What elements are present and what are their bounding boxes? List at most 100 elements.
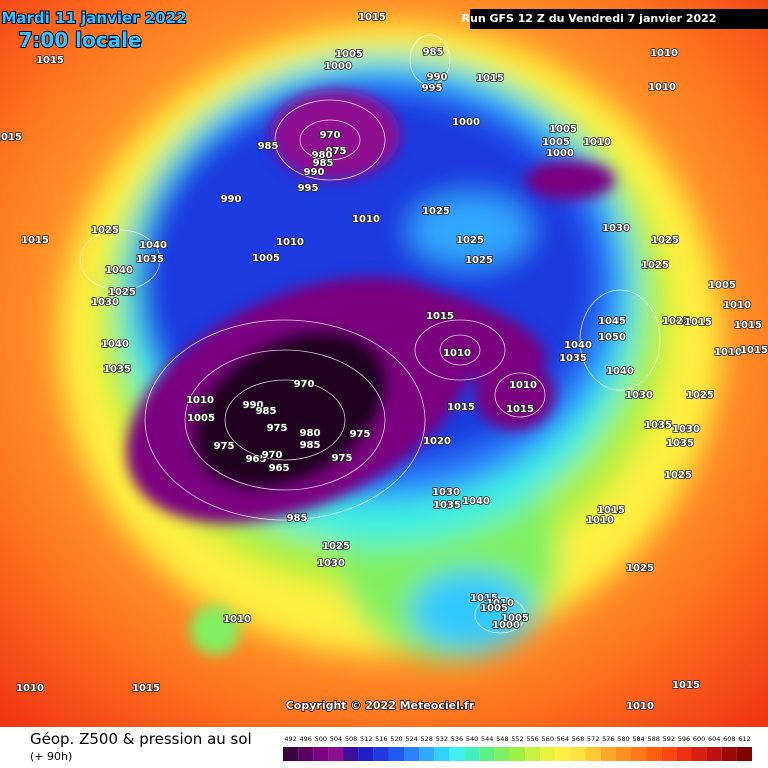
scale-label: 496	[299, 735, 311, 743]
scale-swatch	[630, 747, 647, 761]
scale-label: 520	[390, 735, 402, 743]
isobar-label: 1000	[452, 117, 480, 128]
isobar-label: 1015	[358, 12, 386, 23]
isobar-label: 1035	[103, 364, 131, 375]
isobar-label: 1025	[108, 287, 136, 298]
isobar-label: 1005	[501, 613, 529, 624]
scale-label: 500	[315, 735, 327, 743]
scale-label: 568	[572, 735, 584, 743]
scale-swatch	[706, 747, 722, 761]
isobar-label: 1010	[352, 214, 380, 225]
scale-swatch	[615, 747, 631, 761]
scale-swatch	[509, 747, 526, 761]
isobar-label: 1025	[465, 255, 493, 266]
isobar-label: 1010	[16, 683, 44, 694]
isobar-label: 995	[298, 183, 319, 194]
isobar-label: 1025	[686, 390, 714, 401]
isobar-label: 1010	[650, 48, 678, 59]
scale-swatch	[600, 747, 616, 761]
scale-swatch	[464, 747, 480, 761]
isobar-label: 975	[214, 441, 235, 452]
scale-swatch	[691, 747, 707, 761]
scale-label: 592	[663, 735, 675, 743]
scale-label: 600	[693, 735, 705, 743]
isobar-label: 970	[294, 379, 315, 390]
scale-swatch	[570, 747, 586, 761]
run-box	[470, 9, 768, 29]
isobar-label: 1040	[101, 339, 129, 350]
isobar-label: 1025	[651, 235, 679, 246]
scale-label: 612	[738, 735, 750, 743]
isobar-label: 1015	[470, 593, 498, 604]
scale-swatch	[404, 747, 420, 761]
isobar-label: 975	[326, 146, 347, 157]
isobar-label: 985	[423, 47, 444, 58]
scale-swatch	[358, 747, 374, 761]
isobar-label: 1045	[598, 316, 626, 327]
scale-swatch	[661, 747, 677, 761]
isobar-label: 1005	[252, 253, 280, 264]
scale-swatch	[676, 747, 692, 761]
scale-label: 596	[678, 735, 690, 743]
isobar-label: 1035	[136, 254, 164, 265]
field: 1015101510051000985990995101510101010101…	[0, 0, 768, 727]
scale-swatch	[494, 747, 510, 761]
isobar-label: 1050	[598, 332, 626, 343]
scale-swatch	[540, 747, 556, 761]
isobar-label: 1010	[714, 347, 742, 358]
scale-label: 536	[451, 735, 463, 743]
isobar-labels: 1015101510051000985990995101510101010101…	[0, 11, 768, 713]
isobar-label: 1040	[105, 265, 133, 276]
isobar-label: 1005	[708, 280, 736, 291]
isobar-label: 1015	[36, 55, 64, 66]
isobar-label: 980	[300, 428, 321, 439]
scale-label: 588	[647, 735, 659, 743]
scale-label: 492	[284, 735, 296, 743]
isobar-label: 1040	[139, 240, 167, 251]
color-scale: 492 496 500 504 508 512 516 520 524 528 532 536 540 5…	[283, 735, 752, 761]
isobar-label: 1025	[641, 260, 669, 271]
isobar-label: 990	[243, 400, 264, 411]
isobar-label: 1010	[276, 237, 304, 248]
scale-label: 548	[496, 735, 508, 743]
isobar-label: 985	[258, 141, 279, 152]
isobar-label: 1025	[322, 541, 350, 552]
isobar-label: 1015	[597, 505, 625, 516]
scale-swatch	[736, 747, 752, 761]
scale-swatch	[434, 747, 450, 761]
scale-label: 532	[436, 735, 448, 743]
isobar-label: 1020	[423, 436, 451, 447]
scale-label: 576	[602, 735, 614, 743]
isobar-label: 1040	[564, 340, 592, 351]
scale-label: 556	[526, 735, 538, 743]
scale-label: 524	[405, 735, 417, 743]
isobar-label: 1015	[506, 404, 534, 415]
scale-swatch	[525, 747, 541, 761]
isobar-label: 1010	[223, 614, 251, 625]
isobar-label: 1040	[462, 496, 490, 507]
scale-label: 544	[481, 735, 493, 743]
isobar-label: 1015	[0, 132, 22, 143]
isobar-label: 1010	[583, 137, 611, 148]
date: Mardi 11 janvier 2022	[1, 9, 186, 27]
scale-label: 528	[421, 735, 433, 743]
isobar-label: 1030	[91, 297, 119, 308]
isobar-label: 1015	[447, 402, 475, 413]
isobar-label: 1000	[324, 61, 352, 72]
isobar-label: 1010	[586, 515, 614, 526]
isobar-label: 1030	[602, 223, 630, 234]
scale-label: 604	[708, 735, 720, 743]
isobar-label: 1005	[549, 124, 577, 135]
scale-swatch	[721, 747, 737, 761]
scale-label: 512	[360, 735, 372, 743]
isobar-label: 990	[221, 194, 242, 205]
scale-label: 572	[587, 735, 599, 743]
isobar-label: 1015	[132, 683, 160, 694]
isobar-label: 965	[246, 454, 267, 465]
isobar-label: 985	[287, 513, 308, 524]
isobar-label: 1005	[480, 603, 508, 614]
time: 7:00 locale	[18, 28, 141, 52]
isobar-label: 1010	[648, 82, 676, 93]
scale-swatch	[449, 747, 465, 761]
